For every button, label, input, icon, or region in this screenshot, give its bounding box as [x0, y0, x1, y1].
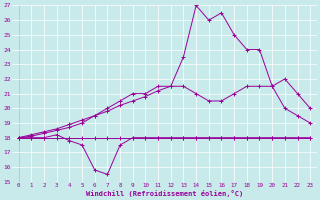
X-axis label: Windchill (Refroidissement éolien,°C): Windchill (Refroidissement éolien,°C)	[86, 190, 243, 197]
